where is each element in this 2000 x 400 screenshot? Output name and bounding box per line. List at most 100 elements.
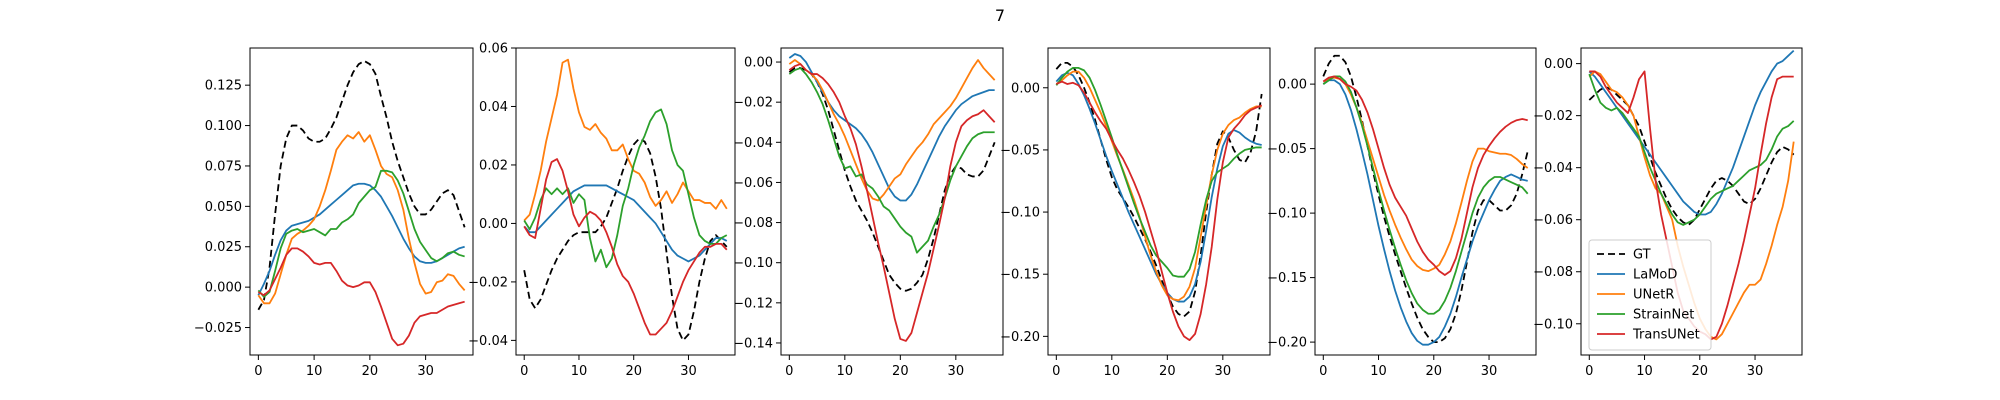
x-tick-label: 0 <box>520 364 528 379</box>
y-tick-label: 0.050 <box>205 200 242 215</box>
legend-label-gt: GT <box>1633 248 1651 263</box>
series-line-gt <box>523 137 728 342</box>
y-tick-label: −0.15 <box>1267 271 1307 286</box>
chart-panel-4: 0 10 20 30 0.00 −0.05 −0.10 −0.15 −0.20 <box>1000 47 1271 379</box>
y-tick-label: −0.20 <box>1000 330 1040 345</box>
series-line-transunet <box>257 247 465 347</box>
x-tick-label: 30 <box>417 364 434 379</box>
series-group <box>523 58 728 342</box>
chart-panel-6: 0 10 20 30 0.00 −0.02 −0.04 −0.06 −0.08 −0.10 GT La… <box>1533 47 1803 379</box>
series-line-gt <box>788 67 996 292</box>
y-tick-label: −0.04 <box>468 334 508 349</box>
y-tick-label: −0.05 <box>1267 142 1307 157</box>
y-tick-label: −0.08 <box>733 216 773 231</box>
x-tick-label: 10 <box>1370 364 1387 379</box>
x-tick-label: 30 <box>1215 364 1232 379</box>
y-tick-label: −0.10 <box>1267 207 1307 222</box>
series-line-strainnet <box>523 108 728 269</box>
y-tick-label: −0.05 <box>1000 143 1040 158</box>
series-group <box>1055 62 1263 341</box>
y-tick-label: 0.100 <box>205 119 242 134</box>
y-tick-label: 0.125 <box>205 79 242 94</box>
y-tick-label: 0.00 <box>1011 81 1040 96</box>
x-tick-label: 30 <box>1747 364 1764 379</box>
figure-suptitle: 7 <box>995 6 1005 25</box>
y-tick-label: −0.02 <box>1533 109 1573 124</box>
axes-frame <box>780 47 1004 356</box>
series-line-transunet <box>1322 75 1528 276</box>
x-tick-label: 30 <box>1481 364 1498 379</box>
x-tick-label: 10 <box>1636 364 1653 379</box>
chart-panel-2: 0 10 20 30 −0.04 −0.02 0.00 0.02 0.04 0.06 <box>468 42 736 379</box>
y-tick-label: 0.00 <box>1544 57 1573 72</box>
x-tick-label: 10 <box>306 364 323 379</box>
y-tick-label: −0.06 <box>1533 213 1573 228</box>
series-group <box>788 53 996 342</box>
y-tick-label: −0.10 <box>1533 317 1573 332</box>
y-tick-label: 0.06 <box>479 42 508 57</box>
y-tick-label: 0.075 <box>205 159 242 174</box>
panels: 0 10 20 30−0.0250.0000.0250.0500.0750.1000.… <box>194 42 1803 379</box>
series-line-unetr <box>523 58 728 222</box>
chart-panel-1: 0 10 20 30 −0.025 0.000 0.025 0.050 0.075 0.100 0.… <box>194 47 474 379</box>
legend-label-unetr: UNetR <box>1633 288 1674 303</box>
x-tick-label: 10 <box>1104 364 1121 379</box>
chart-panel-3: 0 10 20 30 0.00 −0.02 −0.04 −0.06 −0.08 −0.10 −0.1… <box>733 47 1004 379</box>
series-line-unetr <box>788 59 996 202</box>
y-tick-label: −0.14 <box>733 336 773 351</box>
series-line-strainnet <box>1322 75 1529 315</box>
x-tick-label: 0 <box>1319 364 1327 379</box>
x-tick-label: 10 <box>837 364 854 379</box>
y-tick-label: −0.10 <box>1000 206 1040 221</box>
x-tick-label: 0 <box>1052 364 1060 379</box>
axes-frame <box>249 47 474 356</box>
legend: GT LaMoD UNetR StrainNet TransUNet <box>1588 239 1712 351</box>
y-tick-label: −0.20 <box>1267 336 1307 351</box>
x-tick-label: 20 <box>625 364 642 379</box>
y-tick-label: 0.04 <box>479 100 508 115</box>
series-line-lamod <box>1322 79 1528 346</box>
x-tick-label: 20 <box>362 364 379 379</box>
y-tick-label: −0.02 <box>733 96 773 111</box>
x-tick-label: 30 <box>948 364 965 379</box>
y-tick-label: −0.10 <box>733 256 773 271</box>
y-tick-label: −0.15 <box>1000 268 1040 283</box>
axes-frame <box>1047 47 1271 356</box>
series-group <box>257 60 466 347</box>
x-tick-label: 20 <box>892 364 909 379</box>
legend-label-transunet: TransUNet <box>1632 328 1700 343</box>
series-line-strainnet <box>788 67 995 254</box>
series-line-transunet <box>788 63 996 342</box>
series-line-unetr <box>1055 70 1262 302</box>
series-line-transunet <box>523 158 728 336</box>
series-group <box>1322 54 1529 346</box>
y-tick-label: 0.02 <box>479 158 508 173</box>
legend-label-strainnet: StrainNet <box>1633 308 1694 323</box>
y-tick-label: 0.025 <box>205 240 242 255</box>
x-tick-label: 20 <box>1426 364 1443 379</box>
y-tick-label: −0.04 <box>1533 161 1573 176</box>
y-tick-label: −0.04 <box>733 136 773 151</box>
y-tick-label: −0.06 <box>733 176 773 191</box>
series-line-lamod <box>1588 49 1795 216</box>
y-tick-label: 0.000 <box>205 281 242 296</box>
series-line-unetr <box>257 131 466 305</box>
x-tick-label: 20 <box>1692 364 1709 379</box>
axes-frame <box>515 47 736 356</box>
x-tick-label: 20 <box>1159 364 1176 379</box>
series-line-gt <box>257 60 466 311</box>
series-line-gt <box>1322 54 1529 343</box>
y-tick-label: 0.00 <box>479 217 508 232</box>
y-tick-label: 0.00 <box>1278 78 1307 93</box>
series-line-lamod <box>257 182 465 296</box>
x-tick-label: 10 <box>571 364 588 379</box>
x-tick-label: 30 <box>680 364 697 379</box>
x-tick-label: 0 <box>785 364 793 379</box>
x-tick-label: 0 <box>254 364 262 379</box>
axes-frame <box>1314 47 1537 356</box>
chart-panel-5: 0 10 20 30 0.00 −0.05 −0.10 −0.15 −0.20 <box>1267 47 1537 379</box>
y-tick-label: −0.025 <box>194 321 242 336</box>
y-tick-label: 0.00 <box>744 56 773 71</box>
y-tick-label: −0.08 <box>1533 265 1573 280</box>
